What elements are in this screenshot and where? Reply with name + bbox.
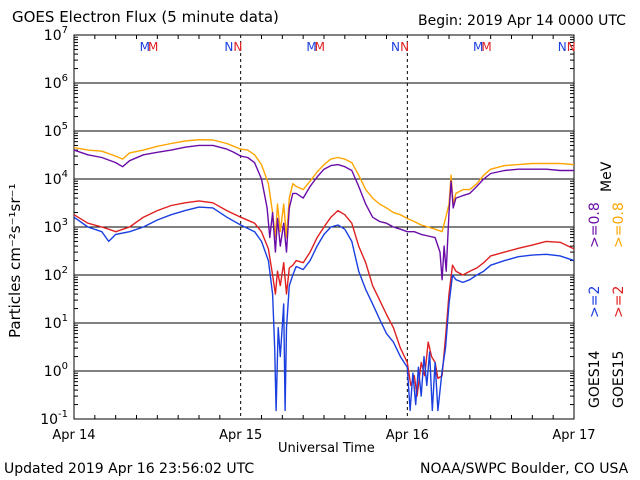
legend-goes15: GOES15 <box>611 350 627 408</box>
midnight-noon-marker: M <box>473 40 483 54</box>
series-line <box>73 144 574 281</box>
y-tick-label: 103 <box>44 217 68 236</box>
x-tick-label: Apr 17 <box>552 428 595 443</box>
y-axis-label: Particles cm⁻²s⁻¹sr⁻¹ <box>6 183 24 338</box>
legend-goes14: GOES14 <box>587 350 603 408</box>
y-tick-label: 104 <box>44 169 68 188</box>
legend-goes14-ge2: >=2 <box>587 285 603 318</box>
x-tick-label: Apr 15 <box>219 428 262 443</box>
y-tick-label: 107 <box>44 25 68 44</box>
credit-label: NOAA/SWPC Boulder, CO USA <box>420 461 629 477</box>
x-tick-label: Apr 16 <box>386 428 429 443</box>
legend-goes15-ge2: >=2 <box>611 285 627 318</box>
y-tick-label: 102 <box>44 265 68 284</box>
midnight-noon-marker: N <box>391 40 400 54</box>
midnight-noon-marker: N <box>558 40 567 54</box>
legend-goes14-ge08: >=0.8 <box>587 202 603 248</box>
midnight-noon-marker: N <box>400 40 409 54</box>
y-tick-label: 100 <box>44 361 68 380</box>
midnight-noon-marker: N <box>233 40 242 54</box>
series-line <box>73 206 575 412</box>
y-tick-label: 101 <box>44 313 68 332</box>
legend-mev-unit: MeV <box>599 161 615 192</box>
begin-time: Begin: 2019 Apr 14 0000 UTC <box>418 13 626 29</box>
chart-title: GOES Electron Flux (5 minute data) <box>12 8 279 26</box>
midnight-noon-marker: M <box>140 40 150 54</box>
midnight-noon-marker: M <box>481 40 491 54</box>
midnight-noon-marker: M <box>315 40 325 54</box>
y-tick-label: 106 <box>44 73 68 92</box>
x-axis-label: Universal Time <box>278 441 375 456</box>
midnight-noon-marker: M <box>148 40 158 54</box>
y-tick-label: 105 <box>44 121 68 140</box>
midnight-noon-marker: N <box>224 40 233 54</box>
midnight-noon-marker: N <box>567 40 576 54</box>
series-line <box>73 139 575 239</box>
x-tick-label: Apr 14 <box>52 428 95 443</box>
midnight-noon-marker: M <box>306 40 316 54</box>
updated-timestamp: Updated 2019 Apr 16 23:56:02 UTC <box>4 461 255 477</box>
legend-goes15-ge08: >=0.8 <box>611 202 627 248</box>
y-tick-label: 10-1 <box>40 409 68 428</box>
series-line <box>73 200 575 397</box>
